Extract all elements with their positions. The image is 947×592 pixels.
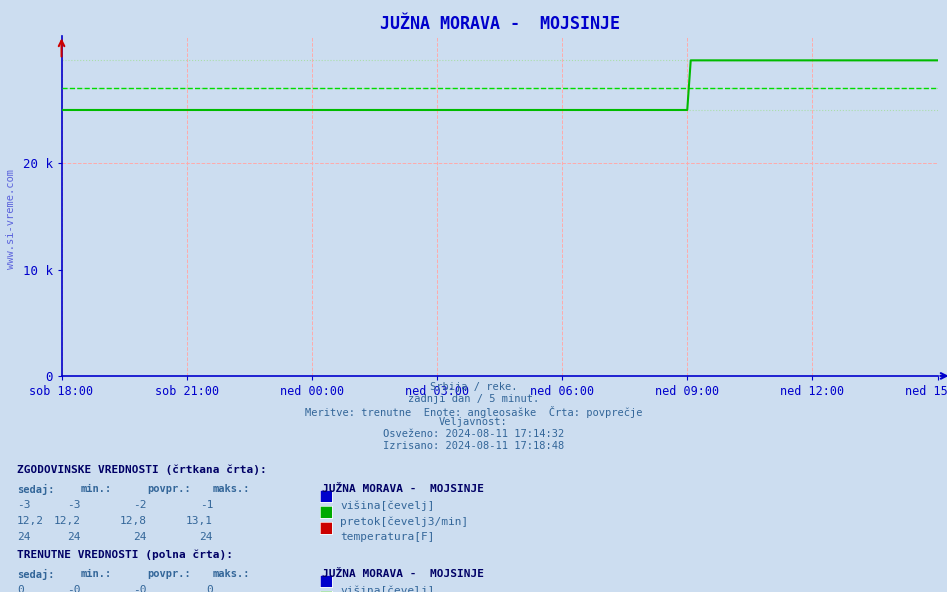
Text: -1: -1 <box>200 500 213 510</box>
Text: 24: 24 <box>200 532 213 542</box>
Text: povpr.:: povpr.: <box>147 484 190 494</box>
Text: 24: 24 <box>134 532 147 542</box>
Text: www.si-vreme.com: www.si-vreme.com <box>7 169 16 269</box>
Title: JUŽNA MORAVA -  MOJSINJE: JUŽNA MORAVA - MOJSINJE <box>380 15 619 33</box>
Text: -3: -3 <box>67 500 80 510</box>
Text: višina[čevelj]: višina[čevelj] <box>340 585 435 592</box>
Text: sedaj:: sedaj: <box>17 484 55 495</box>
Text: Izrisano: 2024-08-11 17:18:48: Izrisano: 2024-08-11 17:18:48 <box>383 441 564 451</box>
Text: pretok[čevelj3/min]: pretok[čevelj3/min] <box>340 516 468 527</box>
Text: 12,2: 12,2 <box>17 516 45 526</box>
Text: -2: -2 <box>134 500 147 510</box>
Text: TRENUTNE VREDNOSTI (polna črta):: TRENUTNE VREDNOSTI (polna črta): <box>17 550 233 561</box>
Text: 12,8: 12,8 <box>119 516 147 526</box>
Text: sedaj:: sedaj: <box>17 569 55 580</box>
Text: povpr.:: povpr.: <box>147 569 190 579</box>
Text: JUŽNA MORAVA -  MOJSINJE: JUŽNA MORAVA - MOJSINJE <box>322 569 484 579</box>
Text: 24: 24 <box>67 532 80 542</box>
Text: -3: -3 <box>17 500 30 510</box>
Text: 12,2: 12,2 <box>53 516 80 526</box>
Text: Osveženo: 2024-08-11 17:14:32: Osveženo: 2024-08-11 17:14:32 <box>383 429 564 439</box>
Text: JUŽNA MORAVA -  MOJSINJE: JUŽNA MORAVA - MOJSINJE <box>322 484 484 494</box>
Text: maks.:: maks.: <box>213 484 251 494</box>
Text: Meritve: trenutne  Enote: angleosaške  Črta: povprečje: Meritve: trenutne Enote: angleosaške Črt… <box>305 406 642 417</box>
Text: zadnji dan / 5 minut.: zadnji dan / 5 minut. <box>408 394 539 404</box>
Text: temperatura[F]: temperatura[F] <box>340 532 435 542</box>
Text: -0: -0 <box>134 585 147 592</box>
Text: maks.:: maks.: <box>213 569 251 579</box>
Text: Veljavnost:: Veljavnost: <box>439 417 508 427</box>
Text: 0: 0 <box>17 585 24 592</box>
Text: ZGODOVINSKE VREDNOSTI (črtkana črta):: ZGODOVINSKE VREDNOSTI (črtkana črta): <box>17 465 267 475</box>
Text: višina[čevelj]: višina[čevelj] <box>340 500 435 511</box>
Text: 0: 0 <box>206 585 213 592</box>
Text: min.:: min.: <box>80 484 112 494</box>
Text: 24: 24 <box>17 532 30 542</box>
Text: -0: -0 <box>67 585 80 592</box>
Text: 13,1: 13,1 <box>186 516 213 526</box>
Text: Srbija / reke.: Srbija / reke. <box>430 382 517 392</box>
Text: min.:: min.: <box>80 569 112 579</box>
